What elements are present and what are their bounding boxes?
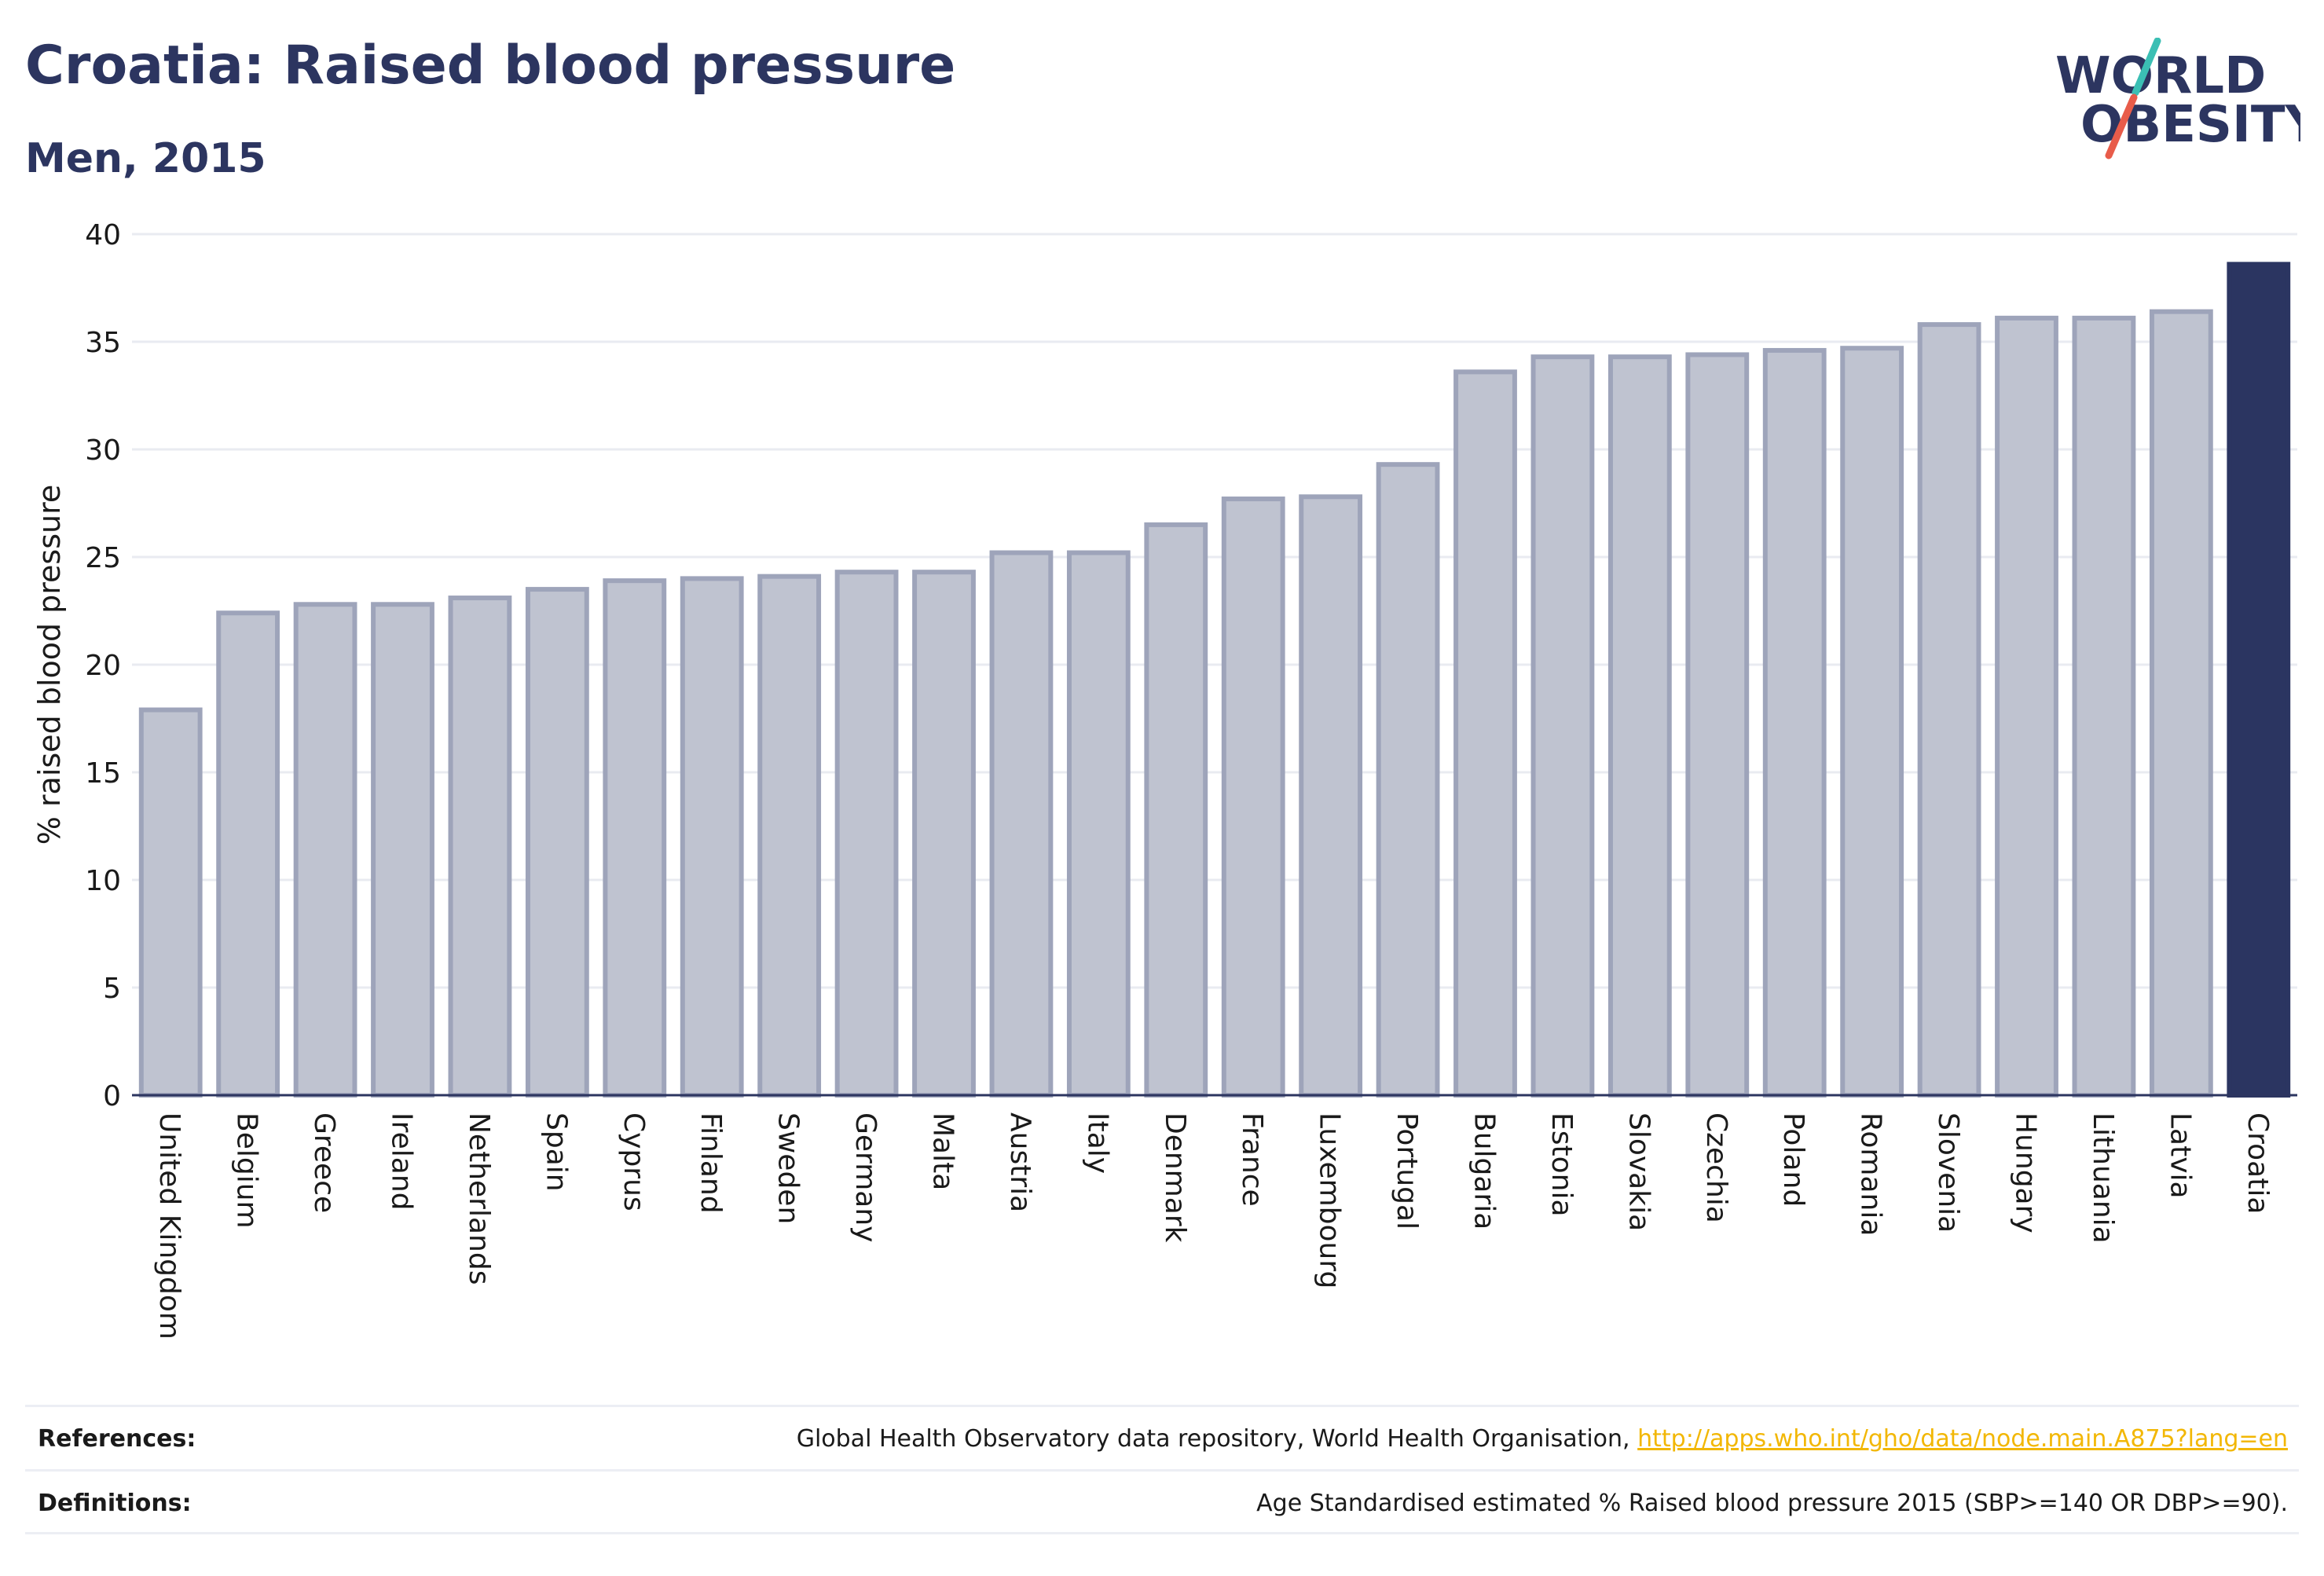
references-source: Global Health Observatory data repositor… xyxy=(796,1425,1630,1453)
footer-divider-middle xyxy=(25,1469,2299,1472)
bar-latvia xyxy=(2149,309,2213,1098)
y-tick-label: 40 xyxy=(85,219,121,251)
y-tick-label: 10 xyxy=(85,865,121,897)
y-tick-label: 25 xyxy=(85,542,121,574)
world-obesity-logo: WORLD OBESITY xyxy=(2055,38,2300,159)
x-tick-label: Netherlands xyxy=(463,1112,495,1285)
y-tick-label: 15 xyxy=(85,757,121,790)
footer-divider-top xyxy=(25,1405,2299,1407)
bar-united-kingdom xyxy=(138,707,203,1098)
x-tick-label: Lithuania xyxy=(2087,1112,2119,1244)
x-tick-label: Bulgaria xyxy=(1468,1112,1501,1230)
bar-poland xyxy=(1762,347,1827,1098)
x-tick-label: Germany xyxy=(849,1112,882,1242)
x-tick-label: Croatia xyxy=(2242,1112,2274,1214)
bar-belgium xyxy=(216,610,280,1098)
bar-chart: 0 5 10 15 20 25 30 35 40 United Kingdom Belgium Gr… xyxy=(32,219,2297,1340)
page-subtitle: Men, 2015 xyxy=(25,135,266,182)
bar-portugal xyxy=(1376,462,1440,1098)
logo-line-1: WORLD xyxy=(2055,47,2266,105)
footer-divider-bottom xyxy=(25,1532,2299,1534)
x-tick-label: Finland xyxy=(695,1112,727,1214)
y-tick-label: 35 xyxy=(85,327,121,359)
references-label: References: xyxy=(38,1425,196,1453)
x-tick-label: Portugal xyxy=(1391,1112,1423,1230)
bars xyxy=(138,262,2291,1098)
x-tick-labels: United Kingdom Belgium Greece Ireland Nether… xyxy=(153,1112,2274,1340)
x-tick-label: Luxembourg xyxy=(1314,1112,1346,1288)
x-tick-label: United Kingdom xyxy=(153,1112,185,1340)
bar-ireland xyxy=(371,602,434,1098)
definitions-label: Definitions: xyxy=(38,1490,192,1517)
bar-estonia xyxy=(1530,354,1595,1098)
x-tick-label: Romania xyxy=(1855,1112,1887,1236)
x-tick-label: Estonia xyxy=(1545,1112,1578,1217)
bar-lithuania xyxy=(2072,315,2136,1098)
x-tick-label: Slovakia xyxy=(1622,1112,1655,1231)
bar-netherlands xyxy=(448,596,512,1098)
definitions-text: Age Standardised estimated % Raised bloo… xyxy=(1256,1490,2288,1517)
references-text: Global Health Observatory data repositor… xyxy=(797,1425,2288,1453)
bar-austria xyxy=(989,550,1054,1098)
y-tick-label: 30 xyxy=(85,434,121,467)
x-tick-label: Austria xyxy=(1004,1112,1036,1212)
y-tick-label: 20 xyxy=(85,650,121,682)
bar-croatia xyxy=(2227,262,2291,1098)
bar-hungary xyxy=(1995,315,2058,1098)
bar-france xyxy=(1221,497,1285,1098)
bar-slovenia xyxy=(1917,322,1981,1098)
y-axis-label: % raised blood pressure xyxy=(32,485,67,845)
x-tick-label: Poland xyxy=(1777,1112,1809,1207)
bar-italy xyxy=(1066,550,1131,1098)
x-tick-label: Ireland xyxy=(386,1112,418,1211)
page-title: Croatia: Raised blood pressure xyxy=(25,35,956,97)
y-tick-label: 5 xyxy=(103,973,121,1005)
x-tick-label: Latvia xyxy=(2164,1112,2196,1199)
x-tick-label: Hungary xyxy=(2010,1112,2042,1233)
x-tick-label: Malta xyxy=(927,1112,959,1190)
x-tick-label: Belgium xyxy=(231,1112,263,1229)
bar-finland xyxy=(680,576,744,1098)
logo-slash-red xyxy=(2105,93,2138,159)
bar-denmark xyxy=(1144,522,1208,1098)
y-tick-label: 0 xyxy=(103,1080,121,1112)
bar-malta xyxy=(912,570,976,1098)
bar-greece xyxy=(293,602,357,1098)
bar-cyprus xyxy=(603,578,667,1098)
bar-luxembourg xyxy=(1299,494,1363,1098)
x-tick-label: France xyxy=(1236,1112,1268,1207)
x-tick-label: Spain xyxy=(540,1112,572,1192)
x-tick-label: Italy xyxy=(1081,1112,1113,1174)
x-tick-label: Sweden xyxy=(772,1112,805,1224)
bar-spain xyxy=(525,587,589,1098)
bar-sweden xyxy=(757,574,822,1098)
bar-slovakia xyxy=(1607,354,1672,1098)
references-link[interactable]: http://apps.who.int/gho/data/node.main.A… xyxy=(1637,1425,2288,1453)
x-tick-label: Czechia xyxy=(1700,1112,1732,1223)
x-tick-label: Cyprus xyxy=(618,1112,650,1211)
x-tick-label: Greece xyxy=(308,1112,340,1213)
x-tick-label: Slovenia xyxy=(1932,1112,1964,1233)
bar-romania xyxy=(1840,346,1904,1098)
x-tick-label: Denmark xyxy=(1159,1112,1191,1243)
y-tick-labels: 0 5 10 15 20 25 30 35 40 xyxy=(85,219,121,1112)
bar-bulgaria xyxy=(1453,369,1517,1098)
bar-germany xyxy=(834,570,899,1098)
bar-czechia xyxy=(1685,352,1750,1098)
logo-slash-teal xyxy=(2132,38,2161,97)
